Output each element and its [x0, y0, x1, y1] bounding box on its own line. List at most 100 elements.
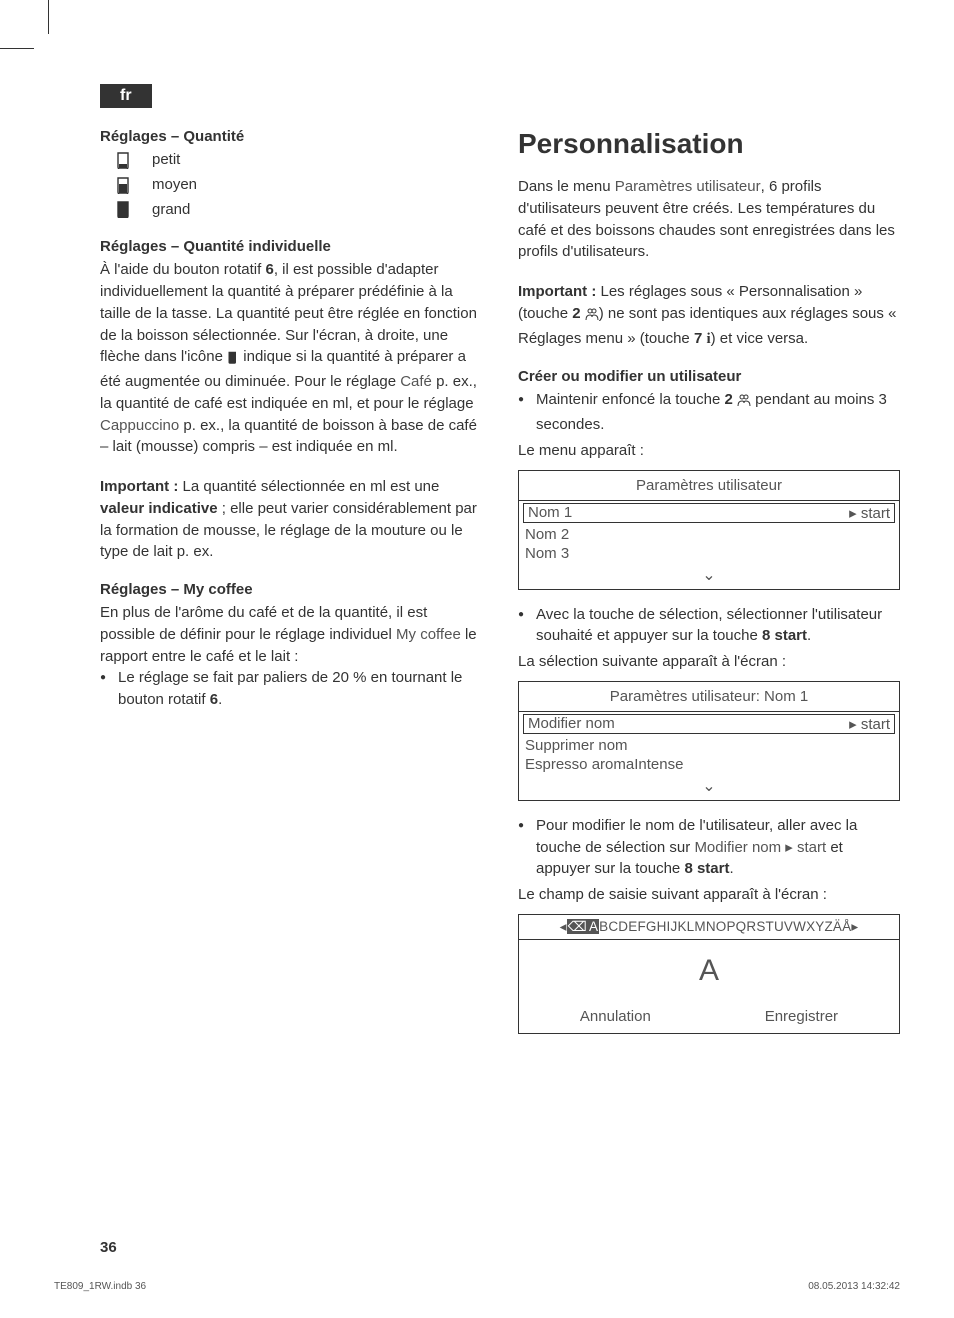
text: Le réglage se fait par paliers de 20 % e…: [118, 669, 462, 708]
paragraph-important-pers: Important : Les réglages sous « Personna…: [518, 281, 900, 350]
screen-mock-2: Paramètres utilisateur: Nom 1 Modifier n…: [518, 681, 900, 801]
action-row: Annulation Enregistrer: [519, 1002, 899, 1033]
text: ) et vice versa.: [711, 330, 809, 347]
user-icon: [737, 392, 751, 414]
screen-row-selected: Modifier nom ▸ start: [523, 714, 895, 734]
qty-label: moyen: [152, 174, 197, 196]
bold-6: 6: [265, 261, 273, 278]
right-column: Personnalisation Dans le menu Paramètres…: [518, 128, 900, 1048]
footer-file: TE809_1RW.indb 36: [54, 1281, 146, 1292]
cup-icon: [116, 151, 132, 169]
screen-title: Paramètres utilisateur: Nom 1: [519, 682, 899, 712]
save-label: Enregistrer: [765, 1008, 838, 1025]
left-arrow-icon: ◂: [560, 919, 567, 934]
mono-param: Paramètres utilisateur: [615, 178, 761, 195]
page-content: fr Réglages – Quantité petit moyen: [0, 0, 954, 1088]
list-item: Maintenir enfoncé la touche 2 pendant au…: [518, 389, 900, 436]
paragraph-mycoffee: En plus de l'arôme du café et de la quan…: [100, 602, 482, 667]
screen-title: Paramètres utilisateur: [519, 471, 899, 501]
row-label: Nom 3: [525, 545, 569, 562]
bold-2: 2: [724, 391, 732, 408]
crop-mark-horizontal: [0, 48, 34, 49]
row-label: Nom 1: [528, 504, 572, 522]
right-arrow-icon: ▸: [851, 919, 858, 934]
page-number: 36: [100, 1239, 117, 1256]
bold-important: Important :: [100, 478, 178, 495]
text: .: [807, 627, 811, 644]
screen-row: Espresso aromaIntense: [519, 755, 899, 774]
text: La quantité sélectionnée en ml est une: [178, 478, 439, 495]
create-user-bullets-1: Maintenir enfoncé la touche 2 pendant au…: [518, 389, 900, 436]
text: En plus de l'arôme du café et de la quan…: [100, 604, 427, 643]
mono-cappuccino: Cappuccino: [100, 417, 179, 434]
text: Avec la touche de sélection, sélectionne…: [536, 606, 882, 645]
screen-row-selected: Nom 1 ▸ start: [523, 503, 895, 523]
qty-item-large: grand: [116, 199, 482, 221]
row-label: Modifier nom: [528, 715, 615, 733]
left-column: Réglages – Quantité petit moyen: [100, 128, 482, 1048]
cup-icon: [116, 176, 132, 194]
paragraph-intro: Dans le menu Paramètres utilisateur, 6 p…: [518, 176, 900, 263]
footer-timestamp: 08.05.2013 14:32:42: [808, 1281, 900, 1292]
row-label: Nom 2: [525, 526, 569, 543]
cup-icon: [227, 349, 239, 371]
chevron-down-icon: ⌄: [519, 563, 899, 589]
mono-mycoffee: My coffee: [396, 626, 461, 643]
alphabet: BCDEFGHIJKLMNOPQRSTUVWXYZÄÅ: [599, 919, 851, 934]
bold-2: 2: [572, 305, 580, 322]
text: À l'aide du bouton rotatif: [100, 261, 265, 278]
current-letter: A: [519, 940, 899, 1002]
text: Maintenir enfoncé la touche: [536, 391, 724, 408]
heading-create-user: Créer ou modifier un utilisateur: [518, 368, 900, 385]
paragraph-individual-qty: À l'aide du bouton rotatif 6, il est pos…: [100, 259, 482, 458]
row-label: Supprimer nom: [525, 737, 628, 754]
chevron-down-icon: ⌄: [519, 774, 899, 800]
bold-important: Important :: [518, 283, 596, 300]
cup-icon: [116, 200, 132, 218]
paragraph-menu-appears: Le menu apparaît :: [518, 440, 900, 462]
quantity-list: petit moyen grand: [116, 149, 482, 220]
mono-modifier: Modifier nom ▸ start: [694, 839, 826, 856]
heading-qty-individual: Réglages – Quantité individuelle: [100, 238, 482, 255]
paragraph-next-selection: La sélection suivante apparaît à l'écran…: [518, 651, 900, 673]
mono-cafe: Café: [400, 373, 432, 390]
backspace-icon: ⌫: [567, 919, 588, 934]
bold-6: 6: [210, 691, 218, 708]
text: .: [218, 691, 222, 708]
heading-quantity: Réglages – Quantité: [100, 128, 482, 145]
mycoffee-bullets: Le réglage se fait par paliers de 20 % e…: [100, 667, 482, 711]
bold-valeur: valeur indicative: [100, 500, 218, 517]
heading-personnalisation: Personnalisation: [518, 128, 900, 160]
user-icon: [585, 306, 599, 328]
paragraph-input-field: Le champ de saisie suivant apparaît à l'…: [518, 884, 900, 906]
character-row: ◂⌫ABCDEFGHIJKLMNOPQRSTUVWXYZÄÅ▸: [519, 915, 899, 940]
screen-mock-1: Paramètres utilisateur Nom 1 ▸ start Nom…: [518, 470, 900, 590]
qty-label: petit: [152, 149, 180, 171]
qty-label: grand: [152, 199, 190, 221]
paragraph-important-qty: Important : La quantité sélectionnée en …: [100, 476, 482, 563]
screen-row: Nom 3: [519, 544, 899, 563]
crop-mark-vertical: [48, 0, 49, 34]
selected-char: A: [588, 919, 599, 934]
screen-mock-input: ◂⌫ABCDEFGHIJKLMNOPQRSTUVWXYZÄÅ▸ A Annula…: [518, 914, 900, 1034]
text: .: [729, 860, 733, 877]
cancel-label: Annulation: [580, 1008, 651, 1025]
heading-mycoffee: Réglages – My coffee: [100, 581, 482, 598]
bold-8start: 8 start: [684, 860, 729, 877]
row-start: ▸ start: [849, 504, 890, 522]
list-item: Avec la touche de sélection, sélectionne…: [518, 604, 900, 648]
footer: TE809_1RW.indb 36 08.05.2013 14:32:42: [54, 1281, 900, 1292]
screen-row: Nom 2: [519, 525, 899, 544]
list-item: Le réglage se fait par paliers de 20 % e…: [100, 667, 482, 711]
two-column-layout: Réglages – Quantité petit moyen: [100, 128, 900, 1048]
row-start: ▸ start: [849, 715, 890, 733]
bold-8start: 8 start: [762, 627, 807, 644]
select-user-bullets: Avec la touche de sélection, sélectionne…: [518, 604, 900, 648]
text: Dans le menu: [518, 178, 615, 195]
screen-row: Supprimer nom: [519, 736, 899, 755]
modify-name-bullets: Pour modifier le nom de l'utilisateur, a…: [518, 815, 900, 880]
list-item: Pour modifier le nom de l'utilisateur, a…: [518, 815, 900, 880]
row-label: Espresso aromaIntense: [525, 756, 683, 773]
qty-item-medium: moyen: [116, 174, 482, 196]
language-tab: fr: [100, 84, 152, 108]
